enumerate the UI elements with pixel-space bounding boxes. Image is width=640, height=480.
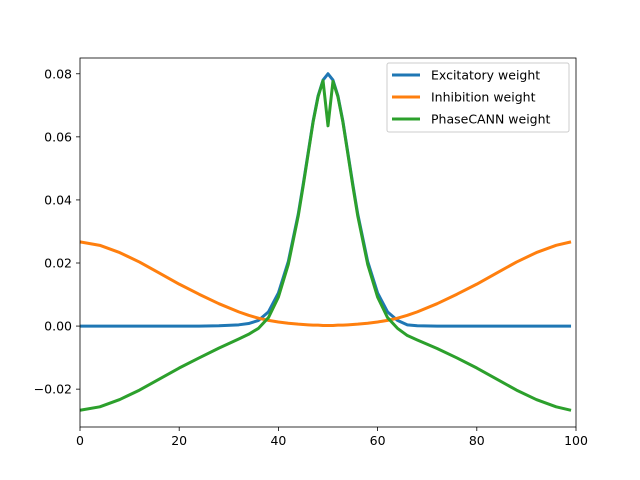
legend-label-2: PhaseCANN weight — [431, 112, 551, 127]
series-line-0 — [80, 72, 572, 328]
legend: Excitatory weight Inhibition weight PhaseC… — [386, 62, 570, 133]
series-line-1 — [79, 240, 572, 327]
y-tick-label: −0.02 — [34, 382, 72, 397]
y-tick-label: 0.06 — [44, 129, 72, 144]
x-tick-label: 0 — [76, 433, 84, 448]
y-tick-label: 0.04 — [44, 192, 72, 207]
x-tick-label: 80 — [469, 433, 485, 448]
y-tick-label: 0.02 — [44, 256, 72, 271]
y-tick-label: 0.08 — [44, 66, 72, 81]
x-tick-label: 60 — [370, 433, 386, 448]
legend-box — [386, 62, 570, 133]
y-axis: −0.02 0.00 0.02 0.04 0.06 0.08 — [34, 66, 80, 397]
x-tick-label: 40 — [270, 433, 286, 448]
series-line-2 — [79, 79, 572, 412]
y-tick-label: 0.00 — [44, 319, 72, 334]
x-tick-label: 20 — [171, 433, 187, 448]
axes-frame — [79, 57, 577, 428]
plot-lines — [79, 72, 572, 412]
legend-label-0: Excitatory weight — [431, 68, 540, 83]
x-axis: 0 20 40 60 80 100 — [76, 427, 588, 448]
x-tick-label: 100 — [564, 433, 588, 448]
legend-label-1: Inhibition weight — [431, 90, 536, 105]
